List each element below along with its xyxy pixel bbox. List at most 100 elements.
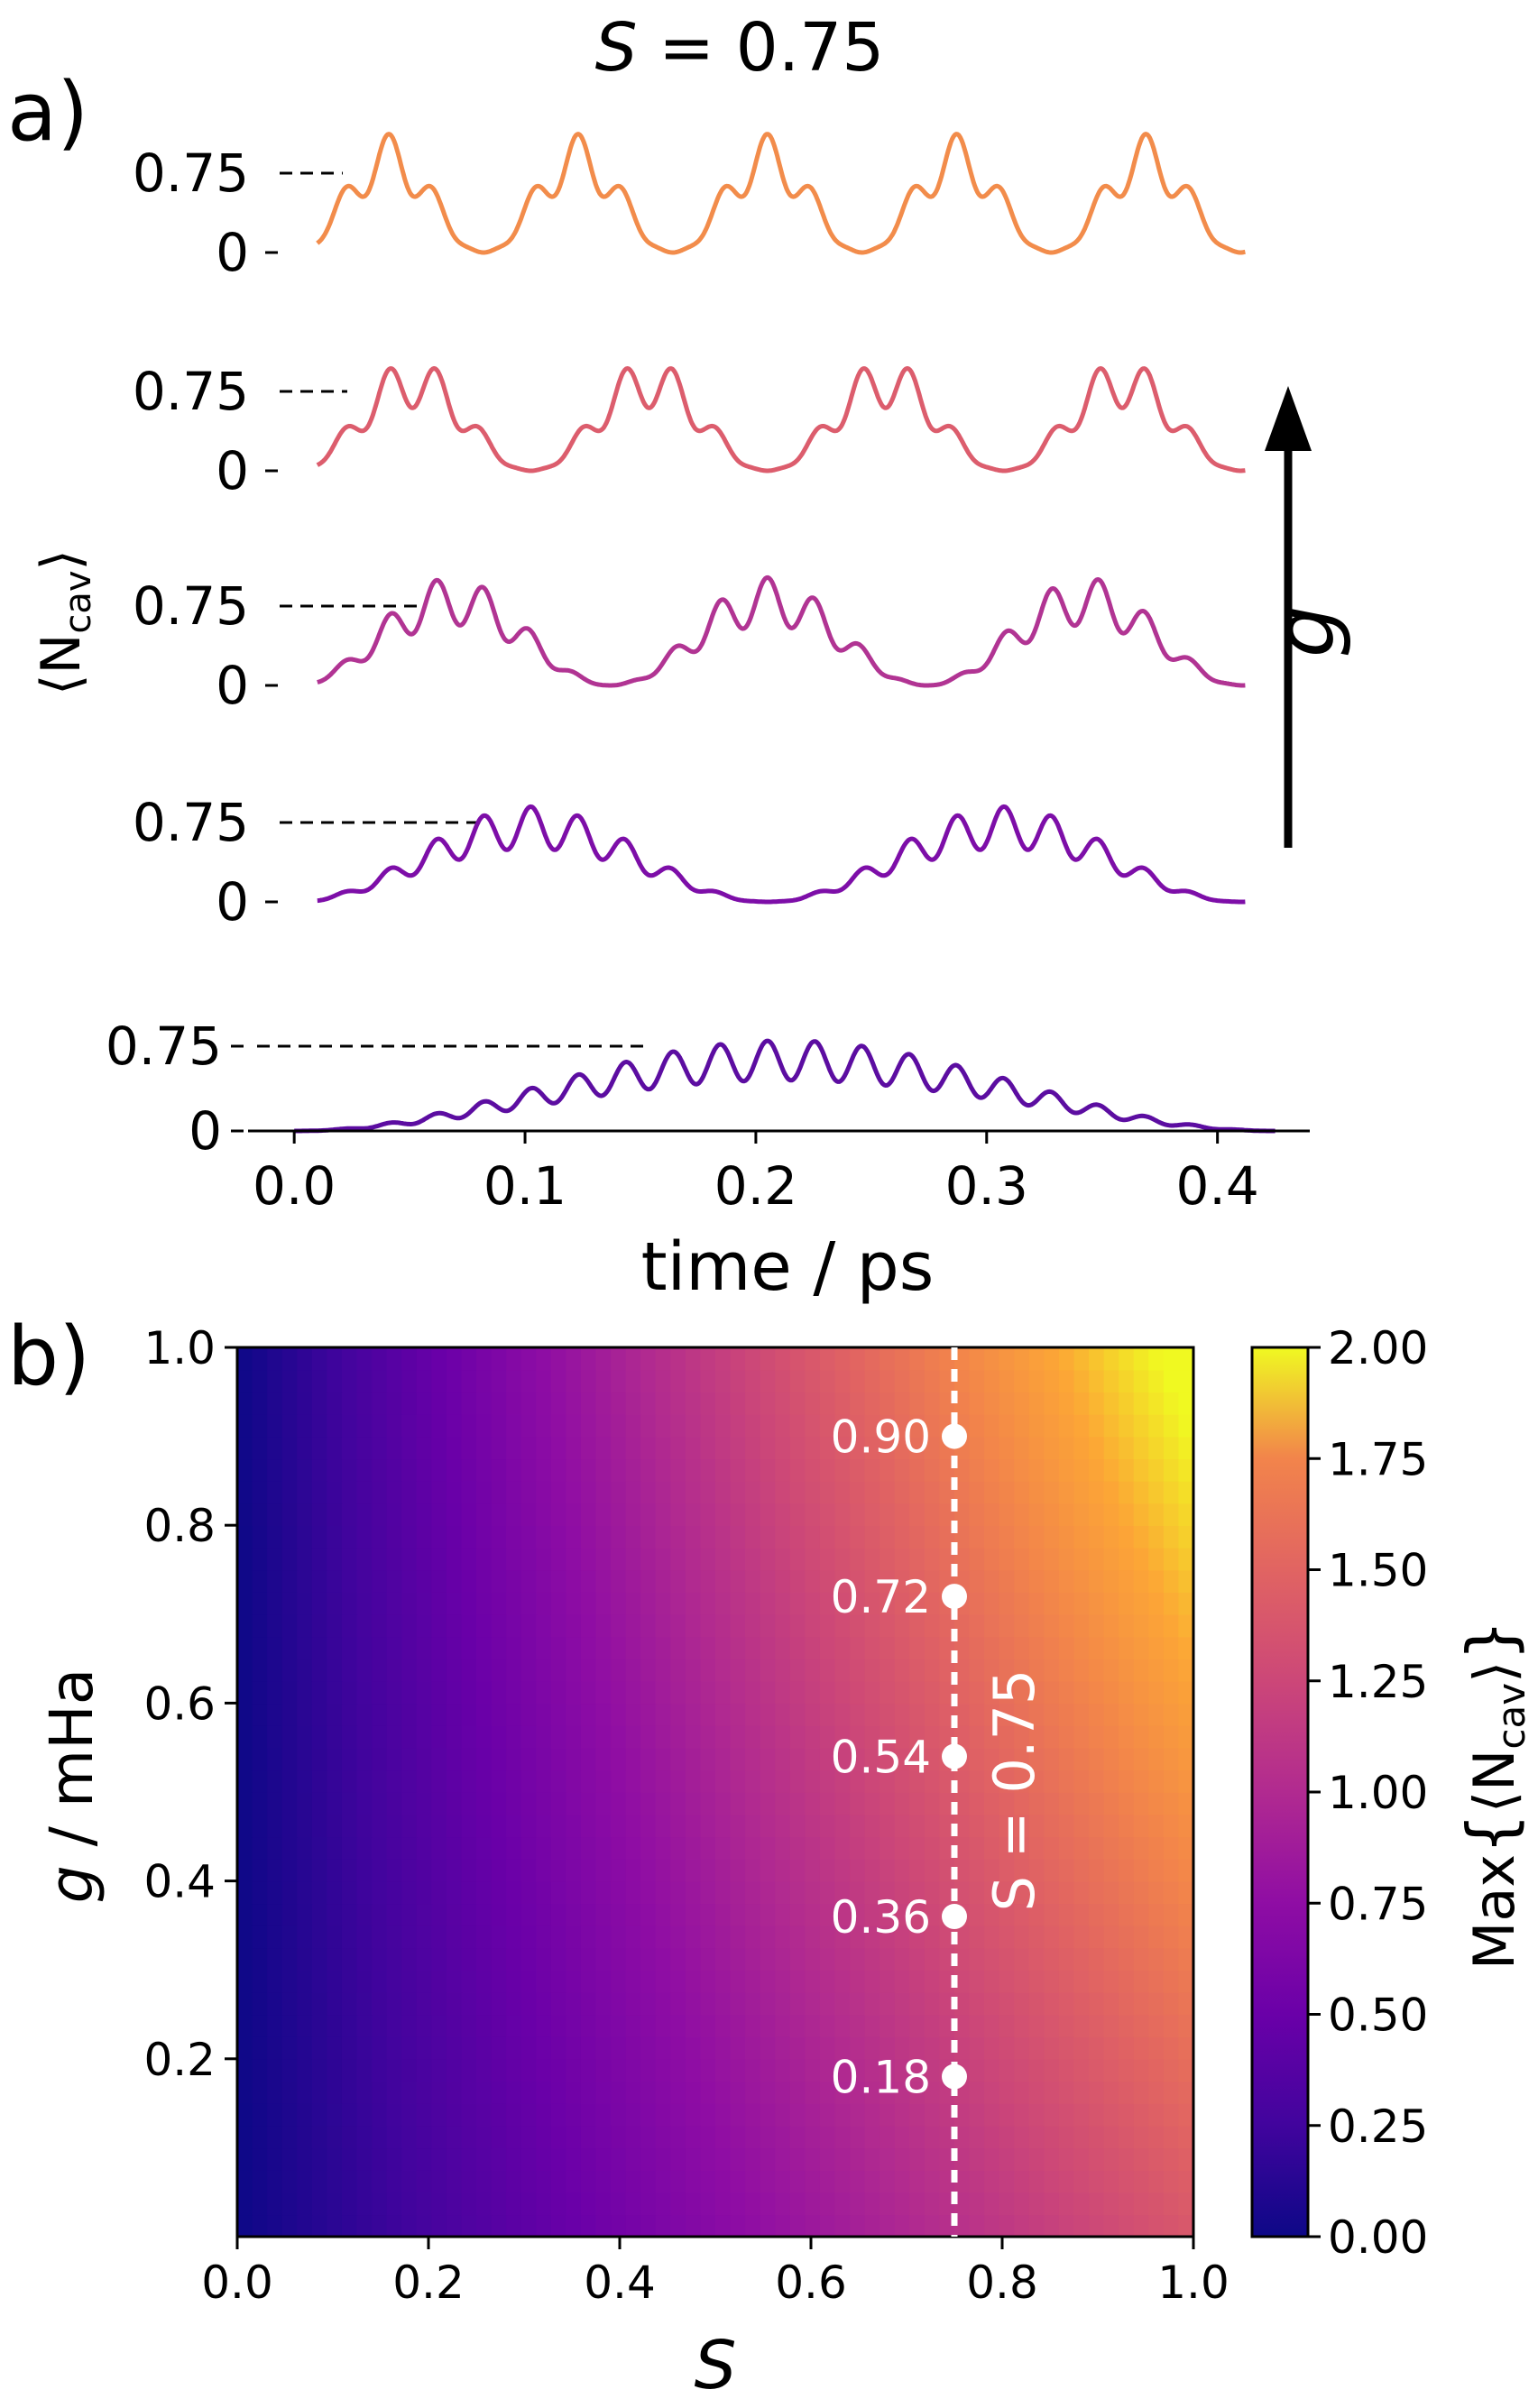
heatmap-cell bbox=[894, 1970, 911, 1993]
heatmap-cell bbox=[311, 1503, 328, 1526]
heatmap-cell bbox=[909, 2036, 926, 2060]
heatmap-cell bbox=[327, 1436, 343, 1460]
heatmap-cell bbox=[550, 1392, 567, 1415]
heatmap-cell bbox=[1178, 2103, 1194, 2127]
ytick-label-0.75-trace-5: 0.75 bbox=[133, 142, 249, 204]
heatmap-cell bbox=[1014, 1569, 1030, 1593]
heatmap-cell bbox=[984, 2014, 1000, 2037]
heatmap-cell bbox=[550, 1703, 567, 1726]
heatmap-cell bbox=[536, 1814, 552, 1838]
heatmap-cell bbox=[999, 1769, 1016, 1793]
heatmap-cell bbox=[760, 1480, 777, 1504]
heatmap-cell bbox=[595, 1680, 612, 1705]
heatmap-cell bbox=[1089, 2192, 1105, 2216]
heatmap-cell bbox=[550, 1347, 567, 1371]
heatmap-cell bbox=[909, 2103, 926, 2127]
colorbar-tick-label-1.25: 1.25 bbox=[1328, 1656, 1428, 1708]
heatmap-cell bbox=[625, 1480, 641, 1504]
heatmap-cell bbox=[939, 1659, 955, 1682]
heatmap-cell bbox=[1089, 1991, 1105, 2016]
heatmap-cell bbox=[1103, 1903, 1119, 1926]
heatmap-cell bbox=[416, 1991, 433, 2016]
heatmap-cell bbox=[1148, 1680, 1165, 1705]
heatmap-cell bbox=[520, 1503, 538, 1526]
heatmap-cell bbox=[685, 2214, 702, 2238]
heatmap-cell bbox=[775, 1503, 791, 1526]
heatmap-cell bbox=[789, 1947, 806, 1971]
heatmap-cell bbox=[580, 1547, 597, 1571]
heatmap-cell bbox=[640, 2036, 657, 2060]
heatmap-cell bbox=[252, 2214, 268, 2238]
heatmap-cell bbox=[1178, 1680, 1194, 1705]
heatmap-cell bbox=[520, 1991, 538, 2016]
heatmap-cell bbox=[386, 2170, 402, 2193]
heatmap-cell bbox=[491, 2036, 507, 2060]
heatmap-cell bbox=[1133, 1369, 1150, 1393]
heatmap-cell bbox=[805, 1592, 821, 1615]
heatmap-cell bbox=[386, 2147, 402, 2171]
heatmap-cell bbox=[327, 2058, 343, 2082]
heatmap-cell bbox=[1178, 2036, 1194, 2060]
heatmap-cell bbox=[566, 2192, 582, 2216]
heatmap-cell bbox=[625, 1547, 641, 1571]
heatmap-cell bbox=[1028, 2014, 1045, 2037]
heatmap-cell bbox=[1148, 1592, 1165, 1615]
heatmap-cell bbox=[1103, 2170, 1119, 2193]
heatmap-cell bbox=[386, 1814, 402, 1838]
heatmap-cell bbox=[805, 2036, 821, 2060]
heatmap-cell bbox=[506, 2036, 522, 2060]
heatmap-cell bbox=[327, 1747, 343, 1771]
heatmap-cell bbox=[461, 1703, 477, 1726]
heatmap-cell bbox=[819, 2170, 836, 2193]
heatmap-cell bbox=[939, 1925, 955, 1949]
heatmap-cell bbox=[864, 2192, 880, 2216]
heatmap-cell bbox=[969, 1392, 985, 1415]
heatmap-cell bbox=[1103, 1458, 1119, 1482]
heatmap-cell bbox=[1073, 1747, 1090, 1771]
heatmap-cell bbox=[1148, 2147, 1165, 2171]
heatmap-cell bbox=[954, 2214, 971, 2238]
heatmap-cell bbox=[880, 1413, 896, 1438]
heatmap-cell bbox=[1133, 2103, 1150, 2127]
heatmap-cell bbox=[550, 2014, 567, 2037]
heatmap-cell bbox=[745, 2214, 761, 2238]
heatmap-cell bbox=[700, 1480, 716, 1504]
heatmap-cell bbox=[969, 2192, 985, 2216]
heatmap-cell bbox=[520, 1458, 538, 1482]
heatmap-cell bbox=[969, 1725, 985, 1749]
heatmap-cell bbox=[1133, 1970, 1150, 1993]
heatmap-cell bbox=[297, 1458, 313, 1482]
heatmap-cell bbox=[566, 1725, 582, 1749]
heatmap-cell bbox=[894, 2014, 911, 2037]
heatmap-cell bbox=[491, 2125, 507, 2149]
heatmap-cell bbox=[850, 1613, 866, 1638]
heatmap-cell bbox=[984, 1347, 1000, 1371]
heatmap-cell bbox=[461, 1903, 477, 1926]
heatmap-cell bbox=[267, 1903, 283, 1926]
heatmap-cell bbox=[580, 1792, 597, 1815]
heatmap-cell bbox=[372, 1814, 388, 1838]
heatmap-cell bbox=[939, 1880, 955, 1905]
heatmap-cell bbox=[520, 1347, 538, 1371]
heatmap-cell bbox=[1163, 1792, 1180, 1815]
heatmap-cell bbox=[461, 2103, 477, 2127]
heatmap-cell bbox=[1148, 1569, 1165, 1593]
heatmap-cell bbox=[625, 2058, 641, 2082]
heatmap-cell bbox=[999, 2036, 1016, 2060]
heatmap-cell bbox=[401, 1436, 418, 1460]
heatmap-cell bbox=[476, 1991, 493, 2016]
heatmap-cell bbox=[850, 1769, 866, 1793]
heatmap-cell bbox=[700, 1880, 716, 1905]
heatmap-cell bbox=[1148, 1525, 1165, 1549]
heatmap-cell bbox=[685, 1347, 702, 1371]
heatmap-cell bbox=[909, 1970, 926, 1993]
heatmap-cell bbox=[252, 1880, 268, 1905]
heatmap-xtick-label-0.6: 0.6 bbox=[775, 2256, 847, 2309]
heatmap-cell bbox=[491, 2192, 507, 2216]
panel-a-ylabel-close: ⟩ bbox=[30, 549, 93, 570]
heatmap-cell bbox=[1103, 1925, 1119, 1949]
heatmap-cell bbox=[356, 2214, 373, 2238]
heatmap-cell bbox=[894, 1769, 911, 1793]
heatmap-cell bbox=[356, 1880, 373, 1905]
heatmap-cell bbox=[715, 1792, 732, 1815]
